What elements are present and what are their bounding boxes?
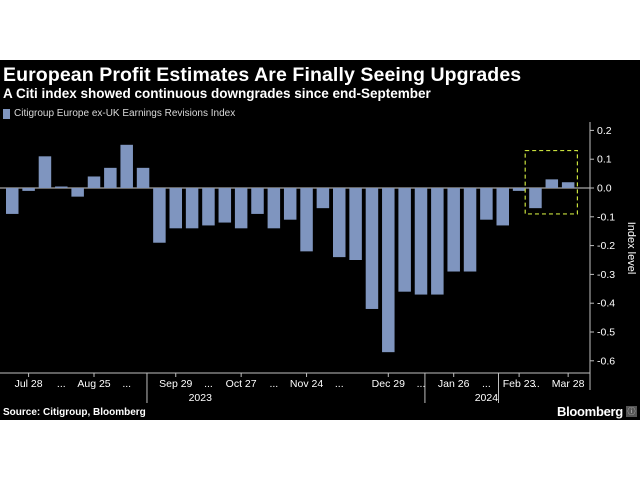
bar xyxy=(545,179,559,188)
x-tick-label: Jan 26 xyxy=(438,378,470,390)
x-tick-label: ... xyxy=(417,378,426,390)
x-tick-label: ... xyxy=(57,378,66,390)
bar xyxy=(300,188,313,252)
year-label: 2024 xyxy=(475,392,499,404)
x-tick-label: Feb 23 xyxy=(503,378,536,390)
bar xyxy=(169,188,182,229)
bar xyxy=(87,176,101,188)
y-tick-label: -0.3 xyxy=(597,269,615,281)
bar xyxy=(38,156,52,188)
bar xyxy=(71,188,84,197)
bar xyxy=(398,188,411,292)
y-tick-label: 0.1 xyxy=(597,154,612,166)
bar xyxy=(136,167,150,188)
x-tick-label: Mar 28 xyxy=(552,378,585,390)
x-tick-label: Dec 29 xyxy=(372,378,405,390)
bar xyxy=(251,188,264,214)
y-axis-title: Index level xyxy=(625,222,637,275)
bar xyxy=(316,188,330,209)
highlight-box xyxy=(524,149,579,215)
bloomberg-logo: Bloomberg xyxy=(557,404,623,419)
bar xyxy=(480,188,493,220)
bar xyxy=(218,188,232,223)
bar xyxy=(120,144,133,188)
bar xyxy=(202,188,215,226)
bar xyxy=(349,188,362,260)
legend-label: Citigroup Europe ex-UK Earnings Revision… xyxy=(14,108,236,119)
x-tick-label: ... xyxy=(335,378,344,390)
bar xyxy=(267,188,281,229)
year-label: 2023 xyxy=(189,392,213,404)
bar xyxy=(333,188,346,258)
y-tick-label: 0.0 xyxy=(597,183,612,195)
y-tick-label: 0.2 xyxy=(597,125,612,137)
y-tick-label: -0.2 xyxy=(597,240,615,252)
bar xyxy=(382,188,395,353)
bar xyxy=(463,188,477,272)
x-tick-label: ... xyxy=(122,378,131,390)
bar xyxy=(431,188,444,295)
y-tick-label: -0.5 xyxy=(597,327,615,339)
y-tick-label: -0.6 xyxy=(597,355,615,367)
bar xyxy=(496,188,509,226)
bar xyxy=(185,188,199,229)
bar xyxy=(447,188,460,272)
y-tick-label: -0.4 xyxy=(597,298,615,310)
x-tick-label: Jul 28 xyxy=(15,378,43,390)
bar xyxy=(561,182,575,188)
chart-panel: European Profit Estimates Are Finally Se… xyxy=(0,60,640,420)
bar xyxy=(512,188,526,191)
bar xyxy=(234,188,248,229)
x-tick-label: Oct 27 xyxy=(226,378,257,390)
bar xyxy=(6,188,19,214)
legend-swatch xyxy=(3,108,10,119)
bar xyxy=(22,188,35,191)
bar-chart: 0.2 0.1 0.0 -0.1 -0.2 -0.3 -0.4 -0.5 -0.6 Index l… xyxy=(0,122,637,404)
x-tick-label: ... xyxy=(531,378,540,390)
chart-legend: Citigroup Europe ex-UK Earnings Revision… xyxy=(3,108,235,119)
info-icon: ⓘ xyxy=(626,406,637,417)
bar xyxy=(104,167,117,188)
x-tick-label: ... xyxy=(482,378,491,390)
bar xyxy=(55,186,68,188)
chart-title: European Profit Estimates Are Finally Se… xyxy=(3,64,522,86)
chart-subtitle: A Citi index showed continuous downgrade… xyxy=(3,86,431,101)
y-tick-label: -0.1 xyxy=(597,211,615,223)
bar xyxy=(365,188,379,309)
bar xyxy=(414,188,428,295)
x-tick-label: Nov 24 xyxy=(290,378,323,390)
bar xyxy=(153,188,166,243)
source-note: Source: Citigroup, Bloomberg xyxy=(3,407,146,418)
x-tick-label: Sep 29 xyxy=(159,378,192,390)
x-tick-label: Aug 25 xyxy=(77,378,110,390)
bar xyxy=(283,188,297,220)
x-tick-label: ... xyxy=(204,378,213,390)
x-tick-label: ... xyxy=(269,378,278,390)
bar xyxy=(529,188,542,209)
